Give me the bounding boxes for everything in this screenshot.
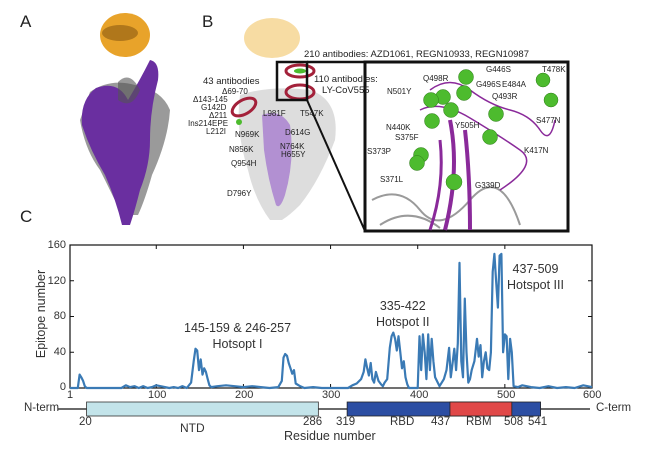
mutation-label: H655Y <box>281 150 306 159</box>
mutation-label: N440K <box>386 123 411 132</box>
ntd-antibody-label: 43 antibodies <box>203 76 260 87</box>
mutation-label: G496S <box>476 80 501 89</box>
mutation-label: T547K <box>300 109 324 118</box>
x-axis-label: Residue number <box>284 429 376 443</box>
hotspot-annotation: 145-159 & 246-257 Hotsopt I <box>184 321 291 352</box>
ntd-domain-bar <box>86 401 319 417</box>
y-axis-label: Epitope number <box>34 269 48 359</box>
mutation-label: D796Y <box>227 189 252 198</box>
mutation-label: S371L <box>380 175 404 184</box>
mutation-label: Q493R <box>492 92 518 101</box>
x-tick-label: 300 <box>322 389 341 401</box>
ly-antibody-label-2: LY-CoV555 <box>322 85 370 96</box>
ly-antibody-label-1: 110 antibodies: <box>314 74 378 85</box>
panel-letter-b: B <box>202 12 214 31</box>
mutation-label: S373P <box>367 147 392 156</box>
mutation-label: G142D <box>201 103 227 112</box>
mutation-label: Q498R <box>423 74 449 83</box>
rbd-antibody-label: 210 antibodies: AZD1061, REGN10933, REGN… <box>304 49 529 60</box>
n-term-label: N-term <box>24 402 60 414</box>
mutation-label: D614G <box>285 128 311 137</box>
domain-name-label: RBM <box>466 416 492 428</box>
x-tick-label: 100 <box>148 389 167 401</box>
mutation-label: S375F <box>395 133 419 142</box>
domain-boundary-label: 286 <box>303 416 323 428</box>
x-tick-label: 200 <box>235 389 254 401</box>
mutation-label: Δ211 <box>209 111 228 120</box>
mutation-label: N501Y <box>387 87 412 96</box>
panel-letter-c: C <box>20 207 33 226</box>
hotspot-name: Hotsopt I <box>212 336 263 351</box>
domain-boundary-label: 541 <box>528 416 548 428</box>
mutation-label: E484A <box>502 80 527 89</box>
domain-name-label: NTD <box>180 421 205 435</box>
domain-boundary-label: 20 <box>79 416 92 428</box>
y-tick-label: 160 <box>47 239 66 251</box>
mutation-label: K417N <box>524 146 549 155</box>
domain-boundary-label: 508 <box>504 416 524 428</box>
hotspot-annotation: 437-509 Hotspot III <box>507 262 564 293</box>
mutation-label: G446S <box>486 65 511 74</box>
mutation-label: Δ69-70 <box>222 87 248 96</box>
mutation-label: Y505H <box>455 121 480 130</box>
y-tick-label: 80 <box>53 310 66 322</box>
panel-letter-a: A <box>20 12 32 31</box>
x-tick-label: 500 <box>497 389 516 401</box>
panel-b-structure <box>238 18 336 220</box>
mutation-label: Ins214EPE <box>188 119 229 128</box>
hotspot-range: 145-159 & 246-257 <box>184 321 292 335</box>
mutation-label: N764K <box>280 142 305 151</box>
c-term-label: C-term <box>596 402 632 414</box>
y-tick-label: 0 <box>59 381 66 393</box>
mutation-label: T478K <box>542 65 566 74</box>
mutation-label: G339D <box>475 181 501 190</box>
mutation-label: N856K <box>229 145 254 154</box>
panel-a-structure <box>80 13 170 225</box>
domain-boundary-label: 319 <box>336 416 356 428</box>
mutation-label: L981F <box>263 109 286 118</box>
mutation-label: L212I <box>206 127 227 136</box>
x-tick-label: 600 <box>583 389 602 401</box>
epitope-line <box>70 252 593 390</box>
mutation-label: S477N <box>536 116 561 125</box>
hotspot-range: 335-422 <box>379 299 426 313</box>
inset-structure <box>371 69 559 231</box>
y-tick-label: 40 <box>53 346 66 358</box>
hotspot-annotation: 335-422 Hotspot II <box>376 299 430 330</box>
domain-name-label: RBD <box>390 416 415 428</box>
hotspot-name: Hotspot II <box>376 314 430 329</box>
y-tick-label: 120 <box>47 275 66 287</box>
x-tick-label: 400 <box>410 389 429 401</box>
hotspot-name: Hotspot III <box>507 277 564 292</box>
hotspot-range: 437-509 <box>512 262 559 276</box>
domain-boundary-label: 437 <box>431 416 451 428</box>
rbm-domain-bar <box>449 401 513 417</box>
mutation-label: N969K <box>235 130 260 139</box>
x-tick-label: 1 <box>67 389 74 401</box>
mutation-label: Δ143-145 <box>193 95 228 104</box>
mutation-label: Q954H <box>231 159 257 168</box>
